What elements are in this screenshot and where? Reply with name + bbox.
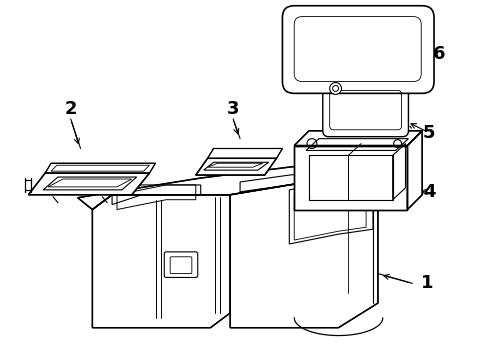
- FancyBboxPatch shape: [323, 84, 409, 137]
- Polygon shape: [77, 162, 348, 210]
- Polygon shape: [294, 131, 422, 145]
- Polygon shape: [294, 145, 408, 210]
- Polygon shape: [93, 195, 230, 328]
- Polygon shape: [408, 131, 422, 210]
- Text: 4: 4: [423, 183, 435, 201]
- Text: 3: 3: [227, 100, 240, 118]
- Circle shape: [330, 82, 342, 94]
- Text: 2: 2: [65, 100, 77, 118]
- Polygon shape: [208, 148, 282, 158]
- FancyBboxPatch shape: [282, 6, 434, 93]
- Polygon shape: [230, 175, 378, 328]
- Text: 5: 5: [423, 124, 435, 142]
- Polygon shape: [28, 173, 149, 195]
- Text: 6: 6: [433, 45, 445, 63]
- Polygon shape: [45, 163, 155, 173]
- Polygon shape: [196, 158, 276, 175]
- Text: 1: 1: [421, 274, 433, 292]
